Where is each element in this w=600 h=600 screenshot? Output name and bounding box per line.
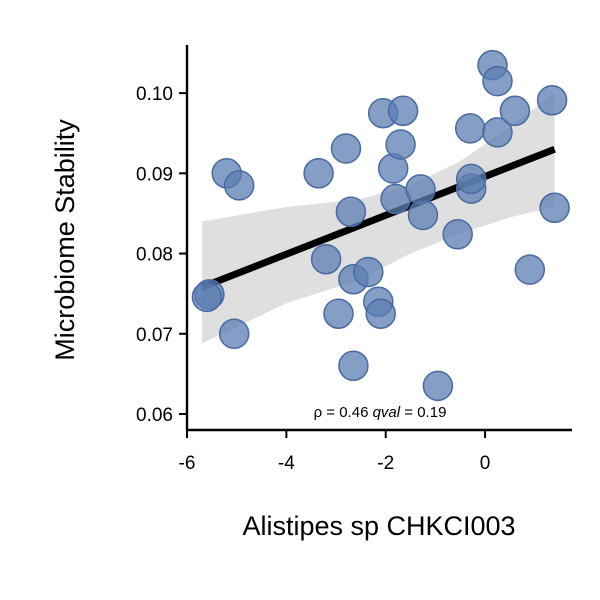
- qval-label: qval: [373, 404, 401, 421]
- y-tick-label: 0.06: [136, 405, 173, 426]
- data-point: [330, 133, 362, 164]
- data-point: [353, 256, 384, 288]
- data-point: [454, 113, 486, 144]
- axes-layer: [185, 45, 572, 432]
- data-point: [482, 65, 513, 97]
- data-point: [407, 199, 439, 231]
- y-axis-title: Microbiome Stability: [50, 119, 80, 361]
- rho-symbol: ρ: [314, 404, 323, 421]
- data-point: [365, 298, 396, 329]
- x-axis-title: Alistipes sp CHKCI003: [242, 511, 515, 541]
- data-point: [539, 192, 570, 224]
- data-point: [310, 243, 342, 275]
- x-tick-label: -2: [377, 453, 394, 474]
- stat-annotation: ρ = 0.46 qval = 0.19: [314, 404, 447, 421]
- data-point: [323, 298, 354, 329]
- y-tick-label: 0.09: [136, 164, 173, 185]
- data-point: [422, 370, 454, 402]
- x-tick-label: 0: [480, 453, 491, 474]
- data-point: [536, 85, 568, 116]
- qval-value: = 0.19: [400, 404, 446, 421]
- y-tick-label: 0.07: [136, 325, 173, 346]
- fit-line-layer: [200, 146, 556, 291]
- data-point: [335, 196, 367, 228]
- data-point: [482, 117, 513, 148]
- data-point: [191, 281, 223, 313]
- data-point: [387, 95, 419, 127]
- data-point: [303, 158, 334, 189]
- points-layer: [191, 49, 570, 402]
- data-point: [385, 129, 416, 160]
- data-point: [442, 219, 473, 250]
- x-tick-label: -6: [179, 453, 196, 474]
- data-point: [223, 170, 255, 201]
- rho-value: = 0.46: [322, 404, 372, 421]
- data-point: [338, 350, 369, 382]
- y-tick-label: 0.10: [136, 84, 173, 105]
- x-tick-label: -4: [278, 453, 295, 474]
- data-point: [455, 163, 487, 195]
- data-point: [405, 174, 436, 205]
- data-point: [218, 318, 250, 349]
- y-tick-label: 0.08: [136, 245, 173, 266]
- data-point: [499, 95, 531, 127]
- data-point: [514, 254, 546, 285]
- regression-line: [200, 146, 556, 291]
- ticks-layer: -6 -4 -2 0 0.06 0.07 0.08 0.09 0.10: [136, 84, 490, 474]
